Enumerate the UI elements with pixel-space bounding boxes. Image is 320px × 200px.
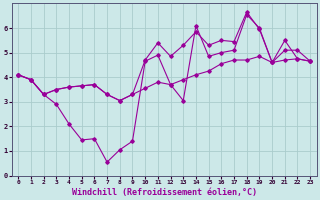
X-axis label: Windchill (Refroidissement éolien,°C): Windchill (Refroidissement éolien,°C)	[72, 188, 257, 197]
